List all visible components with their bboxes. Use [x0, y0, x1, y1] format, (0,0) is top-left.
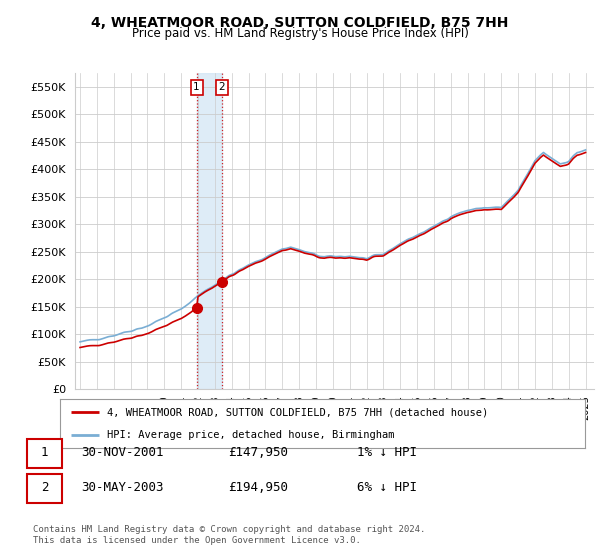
- Text: 4, WHEATMOOR ROAD, SUTTON COLDFIELD, B75 7HH (detached house): 4, WHEATMOOR ROAD, SUTTON COLDFIELD, B75…: [107, 407, 488, 417]
- Text: 1: 1: [41, 446, 48, 459]
- Text: HPI: Average price, detached house, Birmingham: HPI: Average price, detached house, Birm…: [107, 430, 395, 440]
- Bar: [197, 73, 222, 389]
- Text: Contains HM Land Registry data © Crown copyright and database right 2024.
This d: Contains HM Land Registry data © Crown c…: [33, 525, 425, 545]
- Text: 6% ↓ HPI: 6% ↓ HPI: [357, 480, 417, 494]
- Text: 30-MAY-2003: 30-MAY-2003: [81, 480, 163, 494]
- Text: Price paid vs. HM Land Registry's House Price Index (HPI): Price paid vs. HM Land Registry's House …: [131, 27, 469, 40]
- Text: 2: 2: [218, 82, 225, 92]
- Text: 2: 2: [41, 480, 48, 494]
- Text: £147,950: £147,950: [228, 446, 288, 459]
- Text: 1% ↓ HPI: 1% ↓ HPI: [357, 446, 417, 459]
- Text: £194,950: £194,950: [228, 480, 288, 494]
- Text: 30-NOV-2001: 30-NOV-2001: [81, 446, 163, 459]
- Text: 4, WHEATMOOR ROAD, SUTTON COLDFIELD, B75 7HH: 4, WHEATMOOR ROAD, SUTTON COLDFIELD, B75…: [91, 16, 509, 30]
- Text: 1: 1: [193, 82, 200, 92]
